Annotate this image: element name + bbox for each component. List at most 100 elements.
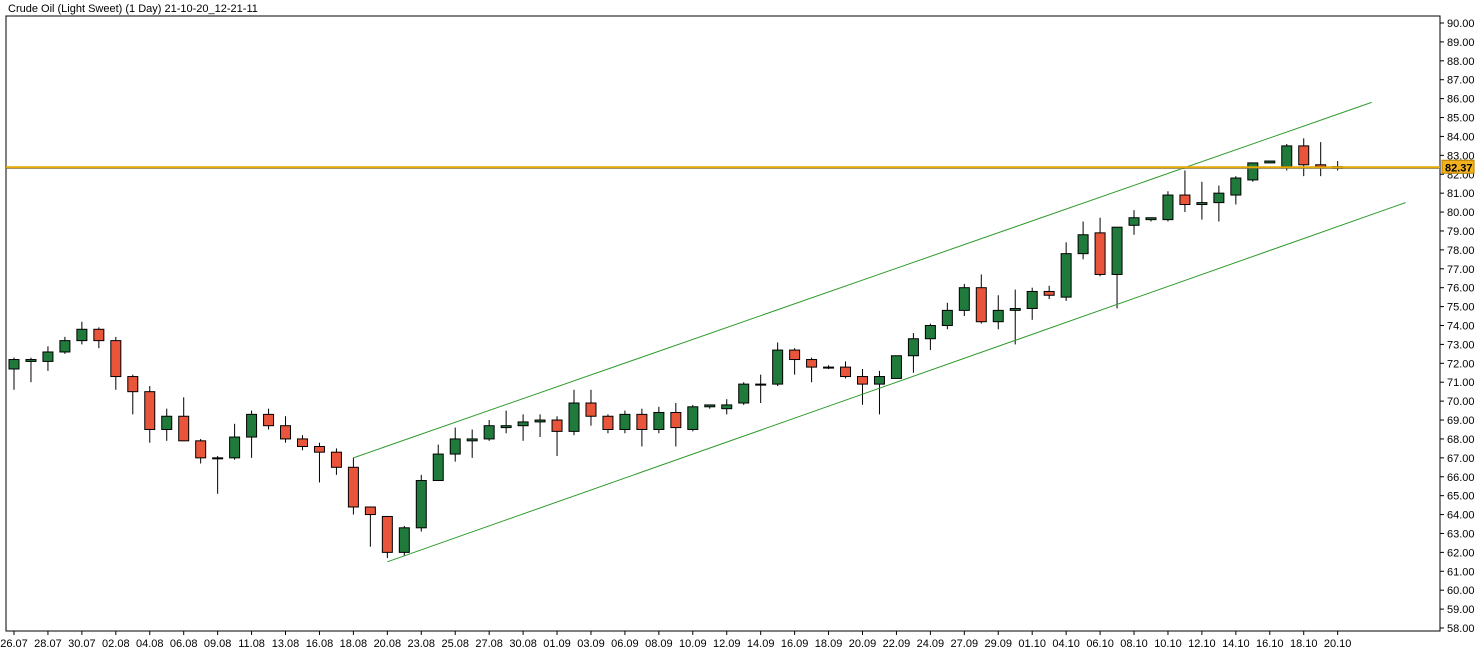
candle: [1009, 289, 1021, 345]
y-tick-label: 61.00: [1447, 566, 1475, 578]
x-tick-label: 11.08: [238, 638, 265, 650]
candle: [1026, 287, 1038, 320]
candle: [653, 406, 665, 434]
candle: [670, 403, 682, 447]
y-tick-label: 74.00: [1447, 321, 1475, 333]
candle: [127, 374, 139, 415]
x-tick-label: 08.09: [645, 638, 673, 650]
candle-body-up: [1281, 145, 1293, 168]
y-tick-label: 79.00: [1447, 226, 1475, 238]
candle: [907, 333, 919, 373]
overlay-lines: [6, 101, 1440, 563]
candle: [381, 515, 393, 559]
candle: [483, 420, 495, 441]
y-tick-label: 69.00: [1447, 415, 1475, 427]
candle-body-up: [1196, 202, 1208, 205]
candle: [415, 474, 427, 532]
y-tick-label: 63.00: [1447, 528, 1475, 540]
candle: [25, 357, 37, 383]
y-tick-label: 72.00: [1447, 358, 1475, 370]
candle: [1264, 160, 1276, 164]
y-tick-label: 65.00: [1447, 491, 1475, 503]
candle-body-up: [1009, 307, 1021, 311]
candle: [93, 327, 105, 349]
candle-body-up: [1213, 192, 1225, 204]
channel-lower-line: [387, 202, 1406, 563]
candle-body-up: [1247, 162, 1259, 181]
candle: [347, 457, 359, 515]
current-price-badge: [1441, 159, 1475, 174]
x-tick-label: 30.07: [68, 638, 96, 650]
x-tick-label: 28.07: [34, 638, 62, 650]
candle: [313, 442, 325, 483]
x-tick-label: 30.08: [509, 638, 537, 650]
candle: [738, 382, 750, 405]
y-tick-label: 87.00: [1447, 75, 1475, 87]
y-tick-label: 78.00: [1447, 245, 1475, 257]
candle-body-up: [212, 457, 224, 460]
candle: [1247, 162, 1259, 182]
y-tick-label: 77.00: [1447, 264, 1475, 276]
candle: [59, 336, 71, 354]
candle-body-down: [636, 413, 648, 430]
candle-body-up: [619, 413, 631, 430]
candle: [1298, 138, 1310, 177]
y-tick-label: 70.00: [1447, 396, 1475, 408]
candle-body-down: [144, 391, 156, 430]
candle-body-down: [280, 425, 292, 440]
candle-body-up: [873, 376, 885, 385]
candle: [551, 416, 563, 456]
y-tick-label: 58.00: [1447, 623, 1475, 635]
candle: [330, 448, 342, 475]
candle: [1077, 221, 1089, 260]
y-tick-label: 88.00: [1447, 56, 1475, 68]
x-tick-label: 04.08: [136, 638, 164, 650]
candle-body-up: [738, 383, 750, 404]
x-tick-label: 27.09: [951, 638, 979, 650]
x-tick-label: 18.10: [1290, 638, 1318, 650]
candle: [1162, 191, 1174, 222]
candle-body-up: [704, 404, 716, 408]
x-tick-label: 13.08: [272, 638, 300, 650]
candle-body-down: [330, 451, 342, 468]
candle-body-up: [246, 413, 258, 438]
candle-body-up: [1162, 194, 1174, 221]
candle-body-up: [534, 419, 546, 423]
candle-body-up: [483, 425, 495, 440]
x-tick-label: 04.10: [1052, 638, 1080, 650]
candle-body-up: [466, 438, 478, 442]
candle: [1196, 181, 1208, 220]
candle-body-up: [755, 383, 767, 386]
y-tick-label: 83.00: [1447, 150, 1475, 162]
candle: [212, 455, 224, 494]
candle: [178, 397, 190, 442]
x-tick-label: 10.10: [1154, 638, 1182, 650]
candle-body-up: [687, 406, 699, 430]
candle-body-down: [93, 328, 105, 342]
candles-layer: [8, 138, 1344, 559]
y-tick-label: 75.00: [1447, 302, 1475, 314]
x-tick-label: 18.08: [340, 638, 368, 650]
x-tick-label: 16.10: [1256, 638, 1284, 650]
candle-body-up: [924, 325, 936, 340]
y-tick-label: 85.00: [1447, 113, 1475, 125]
candle: [619, 410, 631, 434]
x-tick-label: 23.08: [408, 638, 436, 650]
candle: [568, 389, 580, 436]
candle-body-up: [1145, 217, 1157, 221]
candle: [585, 389, 597, 426]
x-tick-label: 20.10: [1324, 638, 1352, 650]
candle-body-down: [195, 440, 207, 459]
candle-body-down: [178, 415, 190, 442]
x-tick-label: 20.08: [374, 638, 402, 650]
y-tick-label: 73.00: [1447, 339, 1475, 351]
candle: [42, 346, 54, 371]
x-tick-label: 29.09: [984, 638, 1012, 650]
candle: [1094, 217, 1106, 277]
candle: [246, 410, 258, 458]
candle-body-down: [1298, 145, 1310, 166]
plot-frame: [5, 15, 1441, 632]
x-tick-label: 06.10: [1086, 638, 1114, 650]
